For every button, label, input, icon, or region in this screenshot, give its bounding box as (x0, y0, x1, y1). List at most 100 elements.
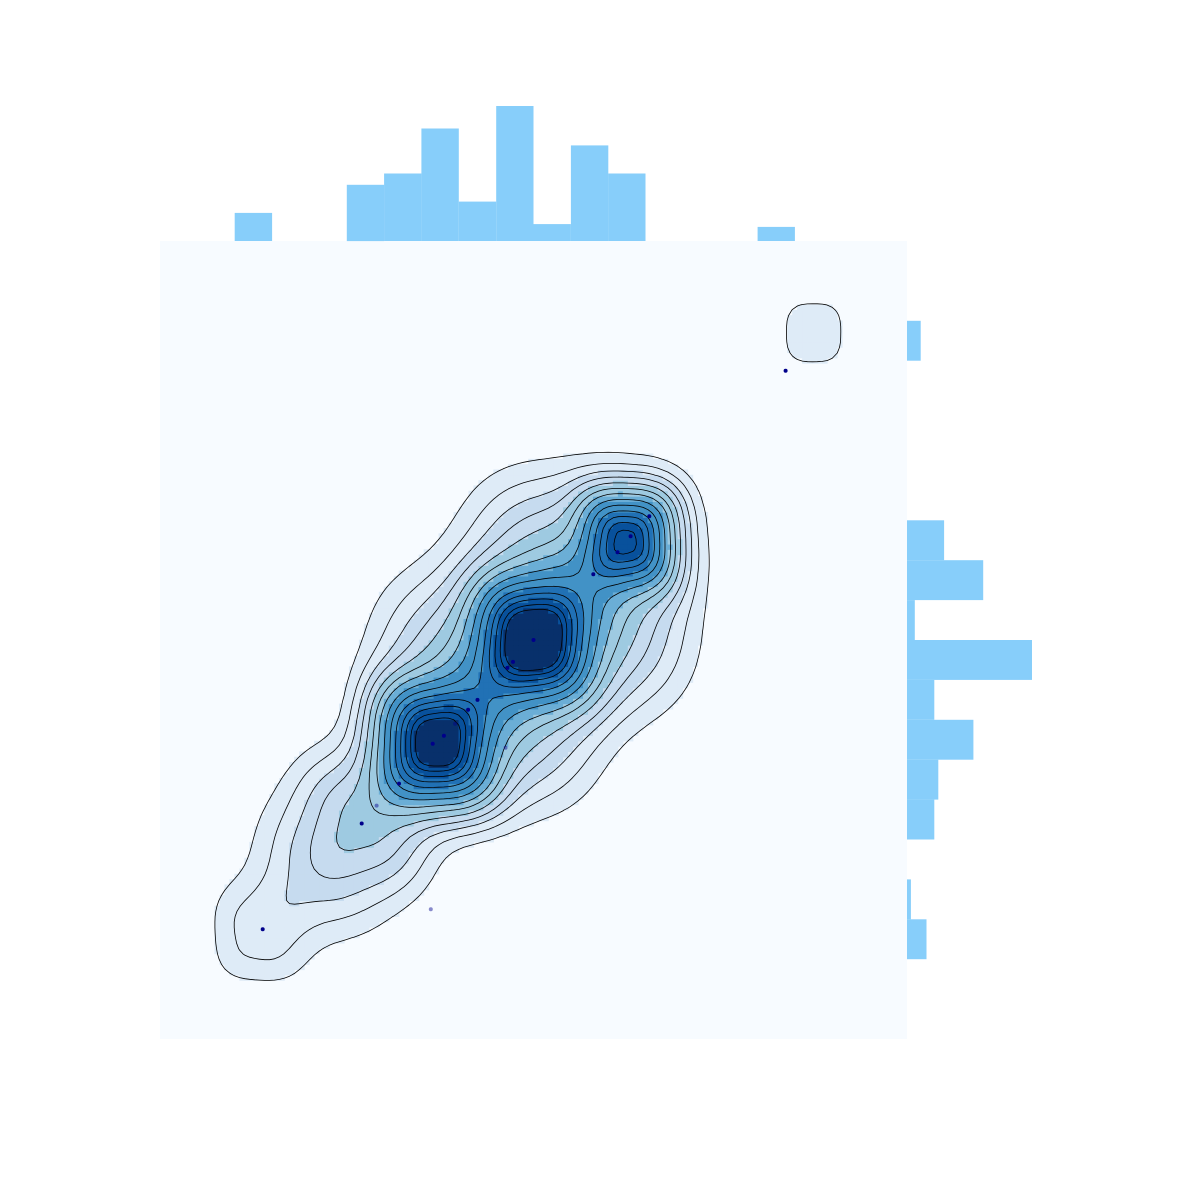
density-cell (368, 682, 375, 689)
density-cell (612, 618, 619, 625)
density-cell (229, 911, 235, 917)
density-cell (463, 799, 470, 806)
density-cell (408, 671, 415, 678)
density-cell (348, 783, 355, 790)
density-cell (473, 650, 480, 657)
density-cell (423, 618, 430, 625)
density-cell (353, 831, 360, 838)
density-cell (254, 958, 260, 965)
density-cell (393, 586, 400, 593)
density-cell (393, 756, 400, 763)
density-cell (448, 730, 455, 737)
density-cell (438, 549, 445, 556)
density-cell (652, 714, 659, 721)
density-cell (393, 581, 400, 588)
density-cell (652, 549, 659, 556)
density-cell (463, 634, 470, 641)
density-cell (632, 490, 639, 497)
density-cell (348, 911, 355, 917)
density-cell (353, 730, 360, 737)
density-cell (398, 825, 405, 832)
density-cell (528, 645, 534, 651)
density-cell (468, 490, 475, 497)
density-cell (269, 799, 275, 806)
density-cell (413, 634, 420, 641)
density-cell (343, 815, 350, 822)
density-cell (279, 895, 285, 901)
density-cell (597, 746, 604, 753)
density-cell (483, 602, 489, 609)
density-cell (214, 926, 221, 933)
density-cell (498, 597, 504, 604)
density-cell (523, 559, 529, 566)
density-cell (304, 926, 310, 933)
density-cell (602, 618, 609, 625)
density-cell (214, 905, 221, 912)
density-cell (602, 746, 609, 753)
density-cell (553, 613, 559, 620)
density-cell (259, 841, 265, 848)
density-cell (458, 714, 465, 721)
density-cell (368, 783, 375, 790)
density-cell (637, 671, 644, 678)
density-cell (363, 836, 370, 843)
density-cell (612, 639, 619, 646)
density-cell (508, 512, 514, 518)
density-cell (538, 772, 544, 779)
density-cell (647, 666, 654, 673)
density-cell (597, 602, 604, 609)
density-cell (558, 719, 564, 726)
density-cell (338, 841, 345, 848)
density-cell (568, 554, 574, 561)
density-cell (388, 783, 395, 790)
density-cell (408, 650, 415, 657)
density-cell (309, 916, 315, 923)
density-cell (353, 778, 360, 784)
density-cell (428, 703, 435, 710)
density-cell (338, 730, 345, 737)
density-cell (672, 559, 679, 566)
density-cell (348, 724, 355, 731)
density-cell (543, 602, 549, 609)
density-cell (677, 682, 684, 689)
density-cell (363, 645, 370, 651)
density-cell (438, 852, 445, 859)
density-cell (363, 692, 370, 699)
density-cell (627, 708, 634, 715)
density-cell (393, 809, 400, 816)
density-cell (553, 575, 559, 582)
density-cell (677, 485, 684, 492)
density-cell (229, 895, 235, 901)
density-cell (443, 852, 450, 859)
density-cell (652, 629, 659, 635)
density-cell (324, 778, 330, 784)
density-cell (383, 804, 390, 811)
density-cell (319, 820, 325, 827)
density-cell (587, 756, 594, 763)
density-cell (493, 756, 499, 763)
density-cell (533, 746, 539, 753)
density-cell (548, 772, 554, 779)
density-cell (269, 868, 275, 875)
density-cell (568, 575, 574, 582)
density-cell (473, 543, 480, 550)
density-cell (234, 900, 240, 907)
density-cell (378, 772, 385, 779)
density-cell (304, 820, 310, 827)
density-cell (274, 969, 280, 976)
density-cell (553, 660, 559, 667)
density-cell (617, 554, 624, 561)
density-cell (428, 836, 435, 843)
density-cell (393, 804, 400, 811)
density-cell (433, 559, 440, 566)
density-cell (299, 868, 305, 875)
density-cell (478, 730, 484, 737)
density-cell (348, 809, 355, 816)
density-cell (304, 841, 310, 848)
density-cell (597, 623, 604, 630)
density-cell (553, 618, 559, 625)
density-cell (483, 565, 489, 572)
density-cell (578, 634, 584, 641)
density-cell (503, 762, 509, 768)
density-cell (284, 857, 290, 864)
